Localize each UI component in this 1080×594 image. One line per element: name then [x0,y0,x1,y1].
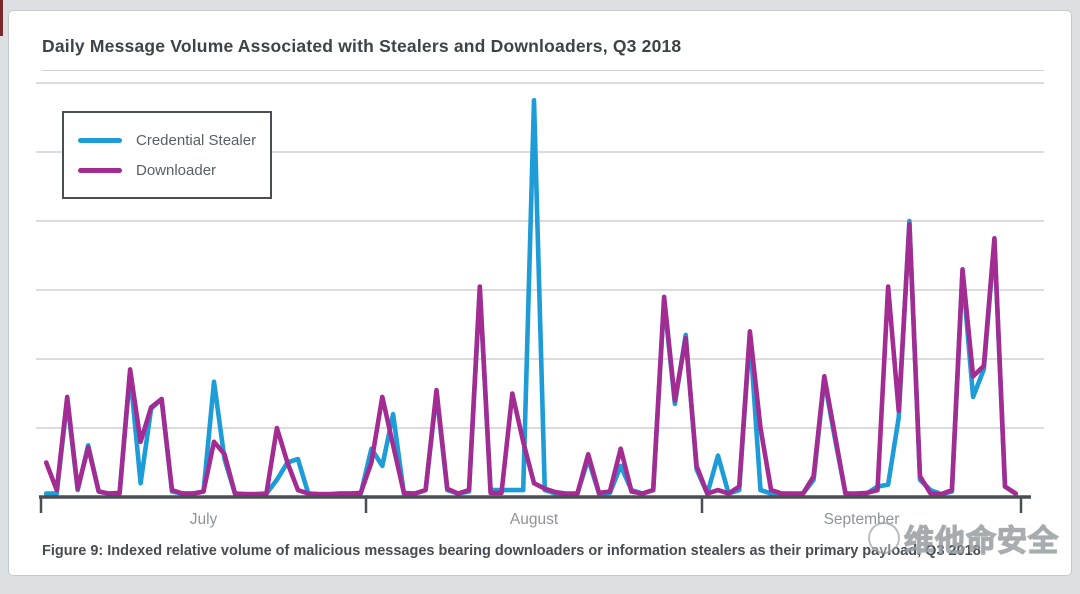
month-label-july: July [189,511,218,528]
x-axis [39,495,1031,513]
legend-label-downloader: Downloader [136,161,217,179]
month-label-september: September [823,511,900,528]
title-divider [42,70,1044,71]
legend-item-downloader: Downloader [78,155,270,185]
legend-label-credential-stealer: Credential Stealer [136,131,257,149]
downloader-swatch [78,167,122,173]
chart-legend: Credential Stealer Downloader [62,111,272,199]
figure-caption: Figure 9: Indexed relative volume of mal… [42,543,981,559]
screen-edge-artifact [0,0,3,36]
downloader-line [43,222,1019,497]
chart-title: Daily Message Volume Associated with Ste… [42,36,682,56]
legend-item-credential-stealer: Credential Stealer [78,125,270,155]
credential-stealer-swatch [78,137,122,143]
month-label-august: August [509,511,559,528]
